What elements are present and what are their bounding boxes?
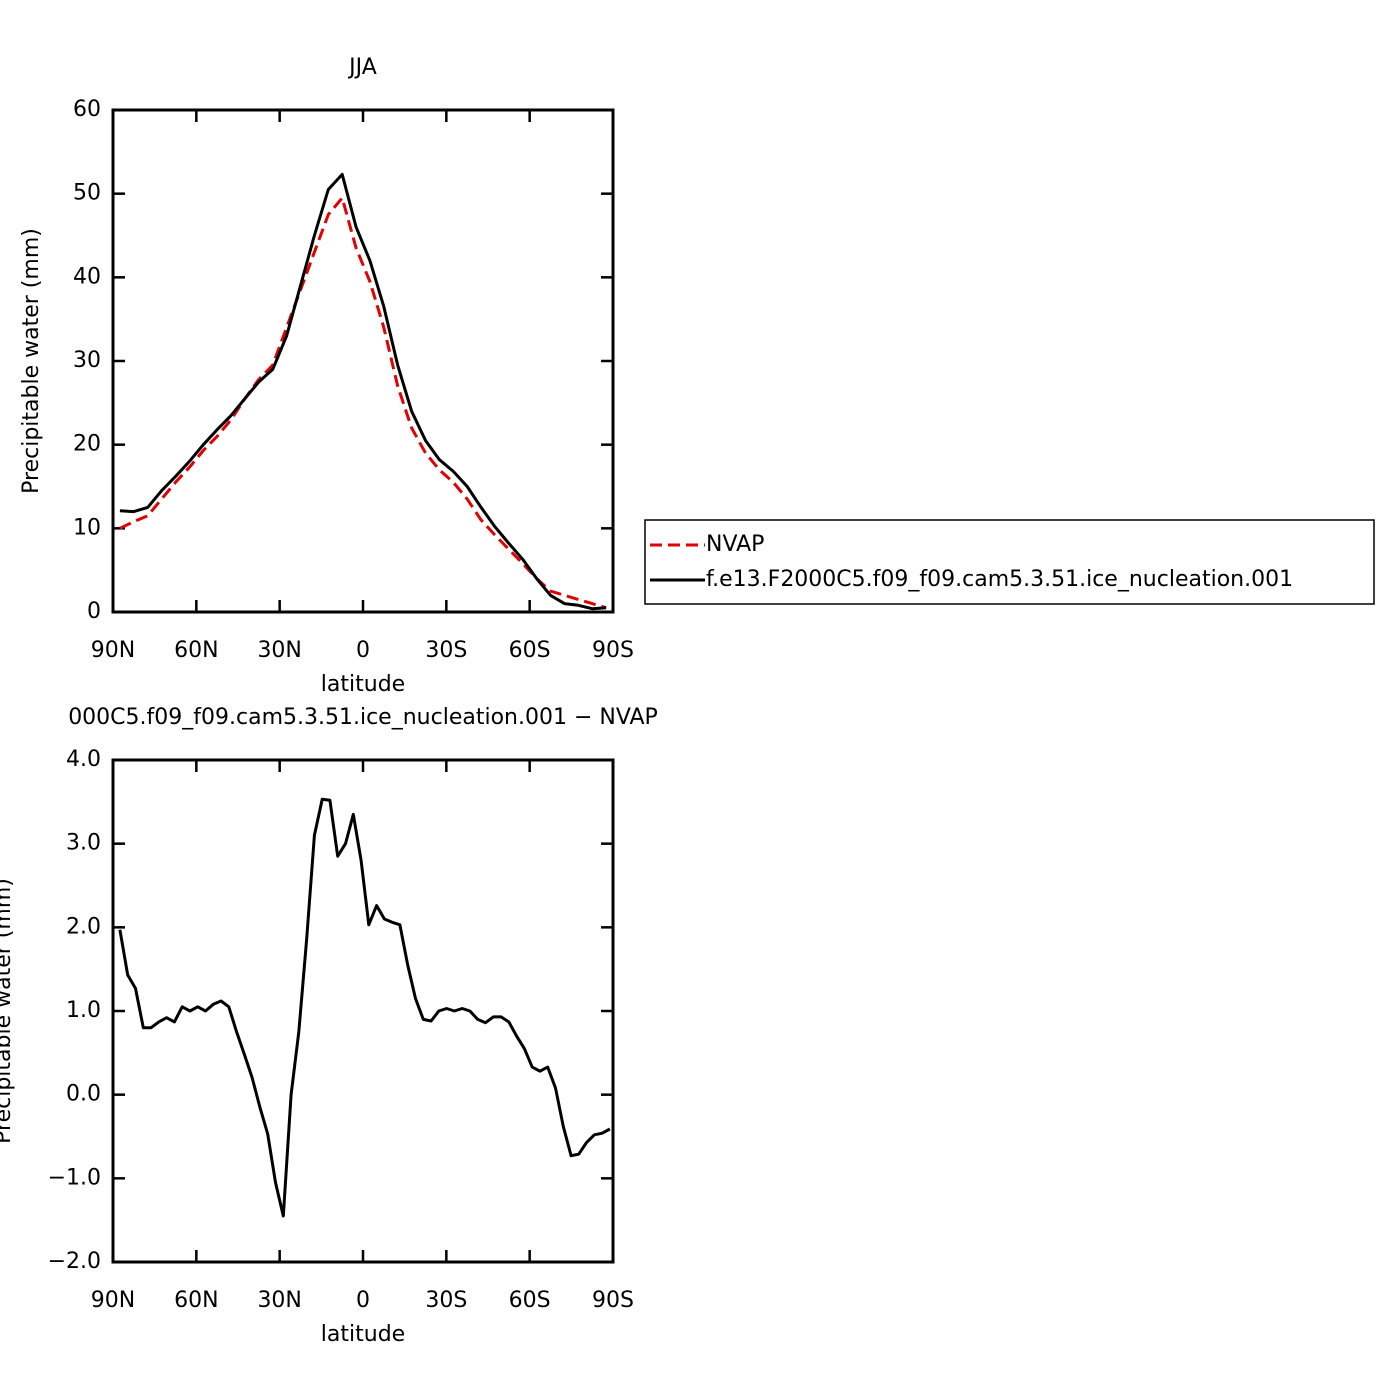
x-tick-label: 30S [425, 1288, 467, 1313]
x-tick-label: 60S [509, 638, 551, 663]
y-tick-label: 0 [87, 599, 101, 624]
y-tick-label: 2.0 [66, 914, 101, 939]
x-tick-label: 30N [257, 638, 301, 663]
y-tick-label: 4.0 [66, 747, 101, 772]
x-tick-label: 90S [592, 1288, 634, 1313]
y-axis-label: Precipitable water (mm) [0, 878, 16, 1144]
x-tick-label: 90N [91, 1288, 135, 1313]
legend-box [644, 519, 1375, 605]
y-tick-label: −2.0 [48, 1249, 101, 1274]
x-tick-label: 0 [356, 1288, 370, 1313]
x-tick-label: 60S [509, 1288, 551, 1313]
y-tick-label: 20 [73, 432, 101, 457]
y-tick-label: 40 [73, 264, 101, 289]
data-line [119, 196, 607, 610]
x-axis-label: latitude [321, 672, 405, 697]
chart-title: 000C5.f09_f09.cam5.3.51.ice_nucleation.0… [68, 705, 658, 730]
y-tick-label: 10 [73, 515, 101, 540]
x-tick-label: 90S [592, 638, 634, 663]
y-tick-label: 0.0 [66, 1082, 101, 1107]
chart-title: JJA [347, 55, 377, 80]
data-line [118, 797, 611, 1218]
x-tick-label: 30N [257, 1288, 301, 1313]
y-tick-label: 60 [73, 97, 101, 122]
x-tick-label: 60N [174, 638, 218, 663]
y-tick-label: 1.0 [66, 998, 101, 1023]
x-axis-label: latitude [321, 1322, 405, 1347]
x-tick-label: 60N [174, 1288, 218, 1313]
x-tick-label: 0 [356, 638, 370, 663]
legend-label: NVAP [706, 532, 764, 557]
y-axis-label: Precipitable water (mm) [19, 228, 44, 494]
x-tick-label: 90N [91, 638, 135, 663]
plot-frame [111, 758, 615, 1264]
legend-label: f.e13.F2000C5.f09_f09.cam5.3.51.ice_nucl… [706, 567, 1293, 592]
y-tick-label: 30 [73, 348, 101, 373]
y-tick-label: −1.0 [48, 1165, 101, 1190]
y-tick-label: 3.0 [66, 831, 101, 856]
plot-frame [111, 108, 615, 614]
y-tick-label: 50 [73, 181, 101, 206]
data-line [119, 172, 607, 611]
x-tick-label: 30S [425, 638, 467, 663]
